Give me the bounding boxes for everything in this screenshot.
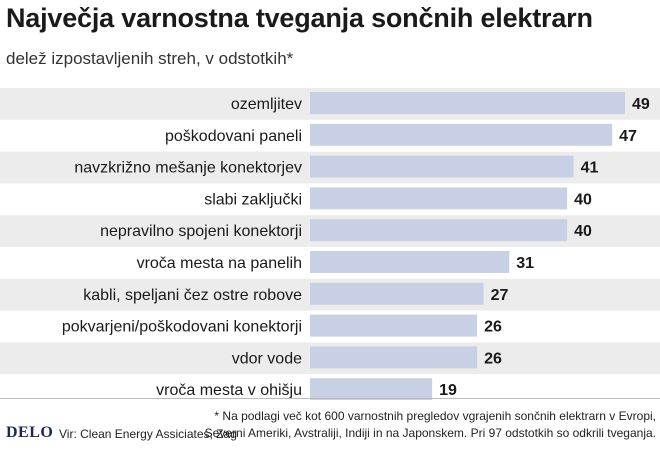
category-label: nepravilno spojeni konektorji xyxy=(100,223,302,240)
category-label: vdor vode xyxy=(232,350,302,367)
value-label: 26 xyxy=(484,350,502,367)
footer-divider xyxy=(0,398,660,399)
bar xyxy=(310,314,478,337)
bar xyxy=(310,187,568,210)
delo-logo: DELO xyxy=(6,424,54,441)
chart-subtitle: delež izpostavljenih streh, v odstotkih* xyxy=(6,49,294,68)
bar xyxy=(310,123,613,146)
value-label: 27 xyxy=(491,287,509,304)
category-label: vroča mesta v ohišju xyxy=(156,382,302,399)
value-label: 41 xyxy=(581,160,599,177)
bar xyxy=(310,219,568,242)
value-label: 49 xyxy=(632,96,650,113)
bar xyxy=(310,378,433,400)
footnote: * Na podlagi več kot 600 varnostnih preg… xyxy=(204,409,656,440)
category-label: slabi zaključki xyxy=(204,191,302,208)
bar xyxy=(310,155,574,178)
category-label: pokvarjeni/poškodovani konektorji xyxy=(62,319,302,336)
bar xyxy=(310,346,478,369)
value-label: 19 xyxy=(439,382,457,399)
value-label: 40 xyxy=(574,191,592,208)
value-label: 31 xyxy=(516,255,534,272)
bar xyxy=(310,92,625,114)
value-label: 40 xyxy=(574,223,592,240)
category-label: kabli, speljani čez ostre robove xyxy=(83,287,302,304)
category-label: ozemljitev xyxy=(231,96,302,113)
bar xyxy=(310,282,484,305)
category-label: navzkrižno mešanje konektorjev xyxy=(74,160,302,177)
source-note: Vir: Clean Energy Assiciates, Zag xyxy=(59,427,237,441)
value-label: 26 xyxy=(484,319,502,336)
chart-title: Največja varnostna tveganja sončnih elek… xyxy=(6,3,593,33)
category-label: vroča mesta na panelih xyxy=(137,255,302,272)
bar-chart: ozemljitev 49 poškodovani paneli 47 navzkriž… xyxy=(0,88,660,400)
value-label: 47 xyxy=(619,128,637,145)
bar xyxy=(310,251,510,273)
category-label: poškodovani paneli xyxy=(165,128,302,145)
